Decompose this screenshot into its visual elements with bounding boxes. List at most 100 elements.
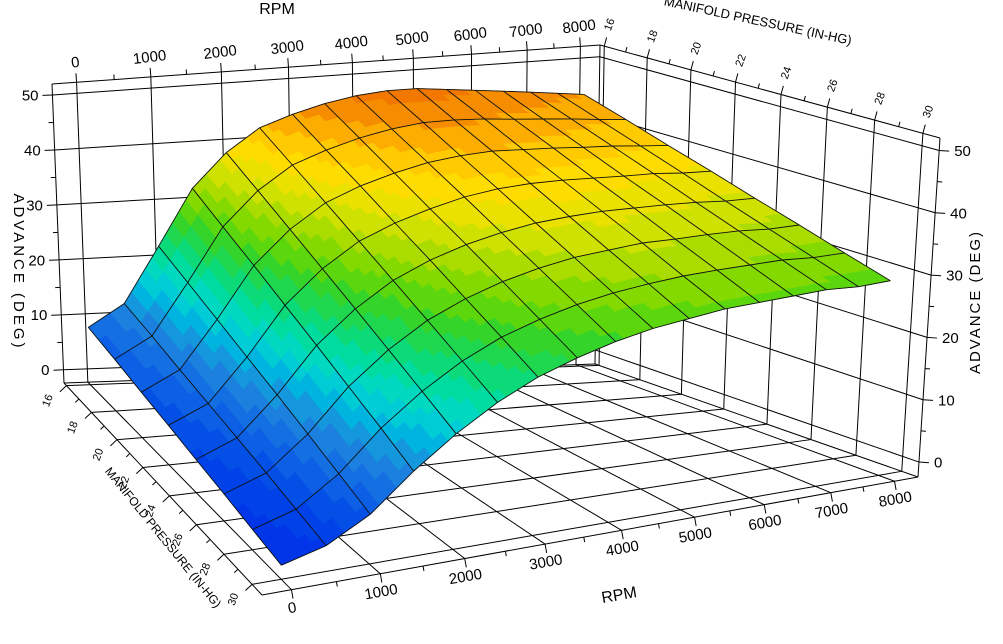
advance-left-tick-label: 30 <box>26 197 43 214</box>
advance-left-tick-label: 10 <box>31 307 48 324</box>
map-top-minor-tick <box>712 70 715 77</box>
rpm-bottom-tick-label: 8000 <box>877 488 913 511</box>
advance-right-tick-label: 20 <box>942 330 959 347</box>
left-wall-z-line <box>52 56 600 96</box>
rpm-top-tick <box>579 37 581 47</box>
right-wall-z-line <box>599 56 940 151</box>
floor-rpm-line <box>575 364 895 482</box>
rpm-bottom-minor-tick <box>335 581 338 587</box>
map-bottom-tick <box>84 412 92 419</box>
left-wall-rpm-line <box>76 82 89 383</box>
rpm-top-tick <box>75 73 78 83</box>
advance-right-tick <box>931 274 942 277</box>
advance-right-tick <box>927 336 938 339</box>
rpm-bottom-tick-label: 5000 <box>678 524 714 547</box>
rpm-bottom-minor-tick <box>797 498 800 504</box>
map-bottom-tick <box>245 583 253 591</box>
map-bottom-minor-tick <box>125 453 131 458</box>
advance-right-axis-title: ADVANCE (DEG) <box>967 230 984 374</box>
rpm-bottom-tick-label: 0 <box>287 599 298 617</box>
manifold-pressure-bottom-axis-title: MANIFOLD PRESSURE (IN-HG) <box>102 464 224 610</box>
floor-rpm-line <box>87 381 292 591</box>
rpm-top-tick-label: 2000 <box>203 42 238 63</box>
rpm-bottom-minor-tick <box>729 510 732 516</box>
rpm-top-tick-label: 3000 <box>270 37 305 58</box>
rpm-bottom-minor-tick <box>862 486 865 492</box>
right-wall-z-line <box>595 349 920 463</box>
advance-right-tick-label: 50 <box>954 143 971 160</box>
map-top-tick-label: 18 <box>645 29 660 45</box>
floor-rpm-line <box>470 367 765 506</box>
rpm-top-tick <box>149 67 152 78</box>
map-bottom-minor-tick <box>233 568 239 573</box>
map-top-tick-label: 16 <box>602 17 617 33</box>
rpm-bottom-tick <box>379 573 383 583</box>
map-top-tick-label: 26 <box>825 78 840 94</box>
rpm-bottom-minor-tick <box>658 523 660 529</box>
right-wall-map-line <box>855 120 876 456</box>
advance-right-tick <box>922 399 934 401</box>
map-top-tick <box>646 49 651 59</box>
map-top-minor-tick <box>757 83 760 89</box>
map-top-tick <box>780 85 784 95</box>
box-edge <box>599 44 941 139</box>
map-bottom-minor-tick <box>178 509 184 515</box>
advance-right-tick-label: 0 <box>934 455 942 472</box>
rpm-bottom-axis-title: RPM <box>600 584 638 607</box>
map-top-minor-tick <box>803 95 806 101</box>
box-edge <box>261 476 919 596</box>
map-top-tick-label: 28 <box>873 91 888 107</box>
rpm-bottom-tick <box>894 481 897 491</box>
right-wall-z-line <box>598 114 936 214</box>
rpm-top-tick <box>220 62 222 72</box>
rpm-bottom-tick <box>621 530 624 540</box>
right-wall-map-line <box>901 133 924 472</box>
rpm-top-tick-label: 0 <box>70 54 80 72</box>
rpm-bottom-tick-label: 4000 <box>605 537 641 560</box>
box-edge <box>51 44 601 85</box>
advance-right-tick <box>939 149 950 152</box>
advance-right-tick-label: 30 <box>946 268 963 285</box>
map-bottom-minor-tick <box>74 398 80 403</box>
floor-map-line <box>251 470 902 585</box>
rpm-bottom-tick-label: 1000 <box>363 581 399 604</box>
map-top-tick-label: 22 <box>733 53 748 69</box>
map-top-minor-tick <box>850 108 853 114</box>
rpm-top-tick <box>412 49 414 59</box>
advance-right-tick-label: 40 <box>950 205 967 222</box>
rpm-bottom-minor-tick <box>422 565 425 572</box>
map-top-tick-label: 30 <box>921 104 936 120</box>
box-edge <box>63 382 263 596</box>
rpm-top-tick-label: 8000 <box>562 16 597 37</box>
rpm-top-tick <box>526 41 528 51</box>
advance-left-tick-label: 40 <box>24 142 41 159</box>
map-top-tick-label: 24 <box>779 65 794 81</box>
map-bottom-tick-label: 18 <box>65 420 80 436</box>
rpm-bottom-minor-tick <box>504 551 507 557</box>
map-bottom-tick <box>217 553 225 561</box>
manifold-pressure-top-axis-title: MANIFOLD PRESSURE (IN-HG) <box>663 0 853 48</box>
rpm-top-tick <box>470 45 473 55</box>
rpm-bottom-minor-tick <box>583 537 586 543</box>
rpm-bottom-tick <box>544 543 548 554</box>
map-top-tick <box>922 124 926 134</box>
advance-left-tick-label: 0 <box>41 362 49 379</box>
rpm-top-tick <box>287 58 289 68</box>
map-top-tick <box>603 37 608 47</box>
advance-left-axis-title: ADVANCE (DEG) <box>10 193 27 350</box>
rpm-bottom-tick-label: 3000 <box>528 551 564 574</box>
map-bottom-tick <box>162 495 170 503</box>
box-edge <box>51 83 65 384</box>
box-edge <box>594 363 919 478</box>
rpm-top-tick-label: 1000 <box>132 47 167 68</box>
rpm-top-tick-label: 6000 <box>453 24 488 45</box>
map-bottom-minor-tick <box>152 481 157 486</box>
rpm-top-axis-title: RPM <box>259 1 295 18</box>
map-bottom-tick-label: 30 <box>226 592 241 608</box>
advance-right-tick <box>935 212 946 214</box>
map-top-tick <box>735 73 739 83</box>
floor-rpm-line <box>524 366 832 494</box>
map-top-minor-tick <box>898 121 901 127</box>
advance-right-tick-label: 10 <box>938 392 955 409</box>
